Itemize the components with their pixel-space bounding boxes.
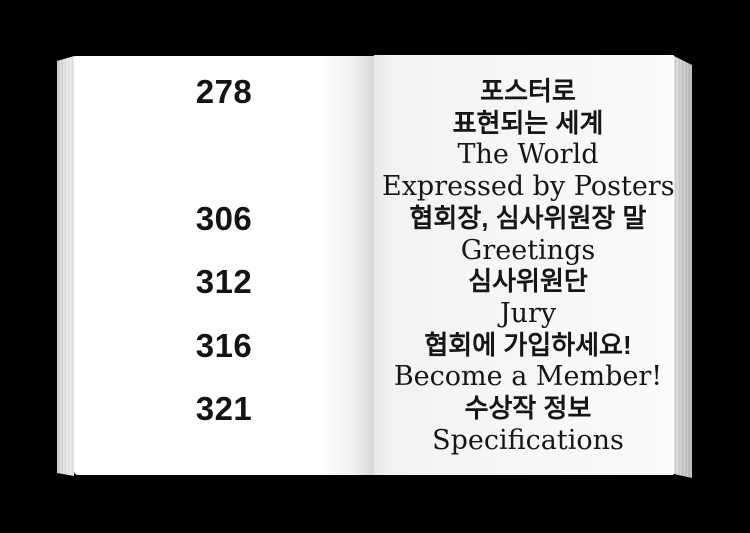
right-page xyxy=(374,55,674,475)
toc-title-line: Greetings xyxy=(460,234,596,266)
toc-title-line: 협회에 가입하세요! xyxy=(424,329,632,360)
toc-title-line: 심사위원단 xyxy=(468,266,588,297)
toc-entry: 312 심사위원단 Jury xyxy=(74,263,678,329)
toc-title-line: 포스터로 xyxy=(480,76,576,106)
toc-page-number: 321 xyxy=(195,390,253,428)
toc-title-lines: 수상작 정보 Specifications xyxy=(382,393,674,456)
toc-entry: 316 협회에 가입하세요! Become a Member! xyxy=(74,326,678,393)
toc-page-number: 316 xyxy=(195,326,253,364)
page-stack-edge-left xyxy=(57,56,74,477)
toc-entry: 278 포스터로 표현되는 세계 The World Expressed by Pos… xyxy=(74,73,678,203)
toc-page-number: 312 xyxy=(195,263,253,301)
toc-title-line: The World xyxy=(457,139,599,171)
toc-title-lines: 협회에 가입하세요! Become a Member! xyxy=(382,330,674,393)
open-book: 278 포스터로 표현되는 세계 The World Expressed by Pos… xyxy=(40,54,700,478)
toc-title-line: Become a Member! xyxy=(393,361,663,393)
toc-page-number: 306 xyxy=(195,199,253,237)
toc-entry: 321 수상작 정보 Specifications xyxy=(74,390,678,456)
toc-title-line: Specifications xyxy=(432,424,624,456)
toc: 278 포스터로 표현되는 세계 The World Expressed by Pos… xyxy=(74,73,678,456)
toc-title-line: Expressed by Posters xyxy=(382,171,675,203)
toc-title-line: 표현되는 세계 xyxy=(452,107,604,138)
toc-title-lines: 협회장, 심사위원장 말 Greetings xyxy=(382,203,674,266)
left-page xyxy=(74,56,374,475)
toc-page-number: 278 xyxy=(195,73,253,110)
page-stack-edge-right xyxy=(674,55,692,478)
toc-title-lines: 포스터로 표현되는 세계 The World Expressed by Posters xyxy=(382,76,675,203)
toc-title-line: 수상작 정보 xyxy=(464,393,592,424)
toc-title-line: 협회장, 심사위원장 말 xyxy=(409,202,647,233)
toc-title-lines: 심사위원단 Jury xyxy=(382,266,674,329)
toc-title-line: Jury xyxy=(499,297,557,329)
toc-entry: 306 협회장, 심사위원장 말 Greetings xyxy=(74,199,678,266)
